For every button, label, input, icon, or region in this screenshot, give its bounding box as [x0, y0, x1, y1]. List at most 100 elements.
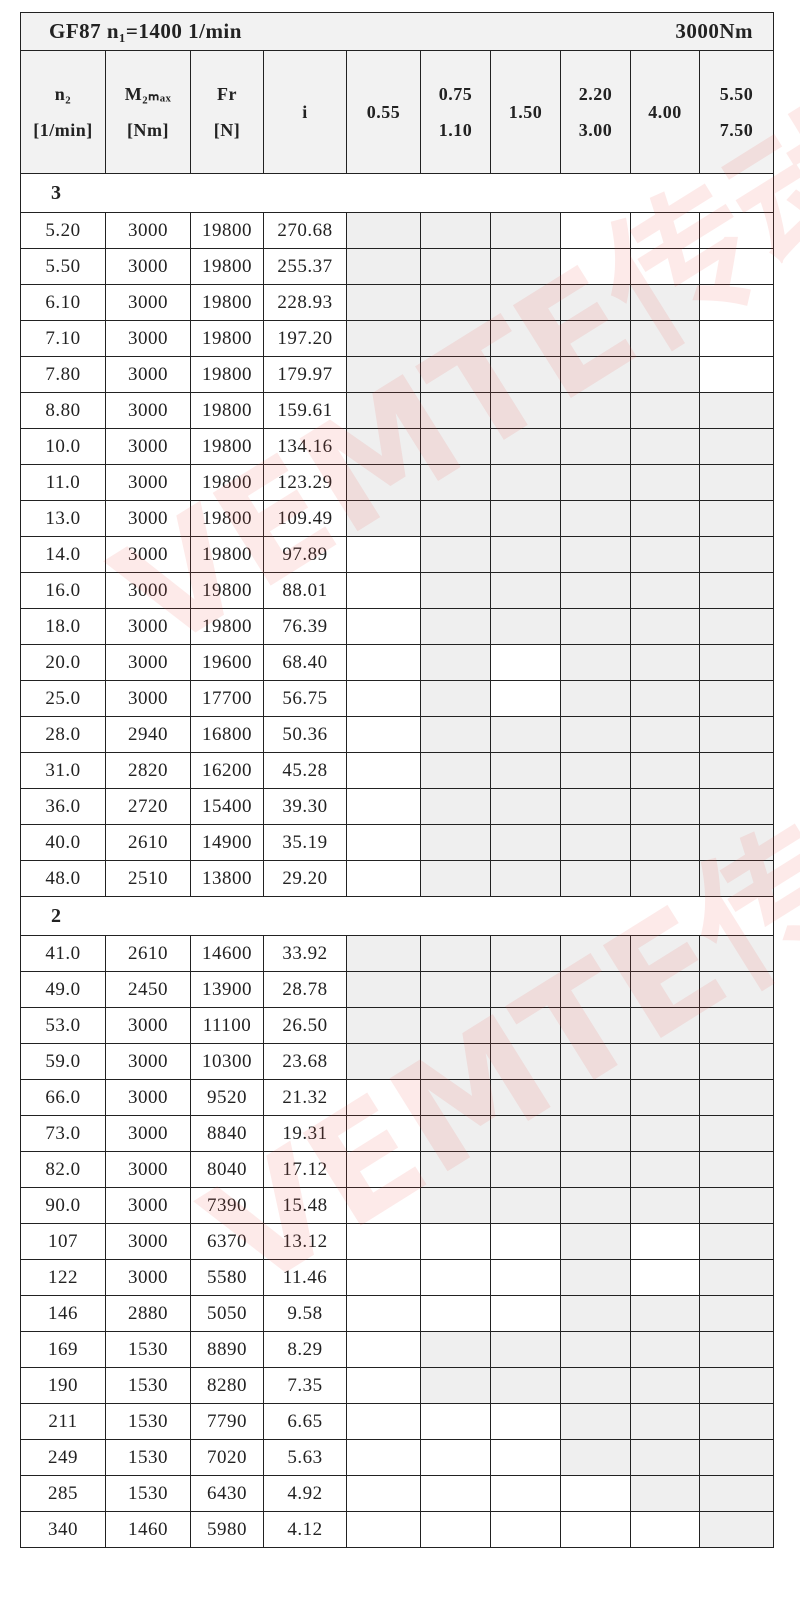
data-row: 73.0 3000 8840 19.31 — [20, 1115, 775, 1152]
power-cell — [346, 1403, 421, 1440]
data-row: 16.0 3000 19800 88.01 — [20, 572, 775, 609]
power-cell — [490, 824, 561, 861]
power-cell — [420, 716, 491, 753]
data-cell: 3000 — [105, 500, 191, 537]
data-row: 11.0 3000 19800 123.29 — [20, 464, 775, 501]
power-cell — [490, 788, 561, 825]
data-cell: 73.0 — [20, 1115, 106, 1152]
header-cell: 1.50 — [490, 50, 561, 174]
power-cell — [630, 1367, 700, 1404]
data-cell: 21.32 — [263, 1079, 347, 1116]
power-cell — [698, 716, 775, 753]
data-cell: 19800 — [190, 428, 264, 465]
power-cell — [560, 212, 631, 249]
data-cell: 249 — [20, 1439, 106, 1476]
data-cell: 9.58 — [263, 1295, 347, 1332]
power-cell — [560, 356, 631, 393]
data-cell: 5.50 — [20, 248, 106, 285]
data-cell: 14.0 — [20, 536, 106, 573]
header-cell: i — [263, 50, 347, 174]
power-cell — [420, 320, 491, 357]
power-cell — [346, 356, 421, 393]
data-cell: 2610 — [105, 935, 191, 972]
data-cell: 3000 — [105, 1259, 191, 1296]
header-cell: n₂ [1/min] — [20, 50, 106, 174]
power-cell — [420, 572, 491, 609]
data-cell: 6.10 — [20, 284, 106, 321]
data-row: 48.0 2510 13800 29.20 — [20, 860, 775, 897]
table-wrap: GF87 n₁=1400 1/min 3000Nm n₂ [1/min] M₂ₘₐₓ [N… — [19, 12, 775, 1548]
power-cell — [698, 1007, 775, 1044]
power-cell — [420, 1079, 491, 1116]
data-cell: 3000 — [105, 1043, 191, 1080]
power-cell — [630, 1115, 700, 1152]
power-cell — [346, 680, 421, 717]
header-text: [N] — [213, 120, 241, 140]
data-cell: 2610 — [105, 824, 191, 861]
power-cell — [490, 716, 561, 753]
data-cell: 20.0 — [20, 644, 106, 681]
data-cell: 19800 — [190, 464, 264, 501]
data-cell: 48.0 — [20, 860, 106, 897]
data-cell: 28.0 — [20, 716, 106, 753]
power-cell — [698, 428, 775, 465]
data-cell: 3000 — [105, 1079, 191, 1116]
power-cell — [560, 1043, 631, 1080]
power-cell — [346, 1475, 421, 1512]
power-cell — [346, 1223, 421, 1260]
power-cell — [698, 1187, 775, 1224]
power-cell — [698, 1079, 775, 1116]
power-cell — [490, 1115, 561, 1152]
data-cell: 8890 — [190, 1331, 264, 1368]
header-cell: 0.75 1.10 — [420, 50, 491, 174]
power-cell — [490, 284, 561, 321]
data-cell: 123.29 — [263, 464, 347, 501]
header-text: 4.00 — [648, 102, 682, 122]
power-cell — [560, 572, 631, 609]
power-cell — [630, 1511, 700, 1548]
data-cell: 8040 — [190, 1151, 264, 1188]
data-row: 285 1530 6430 4.92 — [20, 1475, 775, 1512]
power-cell — [346, 1259, 421, 1296]
power-cell — [630, 752, 700, 789]
data-cell: 97.89 — [263, 536, 347, 573]
power-cell — [420, 935, 491, 972]
header-row: n₂ [1/min] M₂ₘₐₓ [Nm] Fr [N] i 0.55 0.75 1.10 1.50… — [20, 50, 775, 174]
header-text: n₂ — [54, 84, 72, 104]
header-cell: 2.20 3.00 — [560, 50, 631, 174]
data-cell: 2510 — [105, 860, 191, 897]
data-cell: 4.12 — [263, 1511, 347, 1548]
data-row: 90.0 3000 7390 15.48 — [20, 1187, 775, 1224]
power-cell — [698, 1295, 775, 1332]
data-cell: 68.40 — [263, 644, 347, 681]
power-cell — [698, 536, 775, 573]
power-cell — [698, 1151, 775, 1188]
data-cell: 159.61 — [263, 392, 347, 429]
data-row: 6.10 3000 19800 228.93 — [20, 284, 775, 321]
data-cell: 9520 — [190, 1079, 264, 1116]
data-row: 18.0 3000 19800 76.39 — [20, 608, 775, 645]
data-row: 5.20 3000 19800 270.68 — [20, 212, 775, 249]
power-cell — [698, 1043, 775, 1080]
data-cell: 4.92 — [263, 1475, 347, 1512]
power-cell — [490, 1367, 561, 1404]
power-cell — [698, 1403, 775, 1440]
power-cell — [346, 788, 421, 825]
data-cell: 17.12 — [263, 1151, 347, 1188]
data-cell: 16800 — [190, 716, 264, 753]
data-cell: 19800 — [190, 248, 264, 285]
power-cell — [346, 1007, 421, 1044]
data-cell: 17700 — [190, 680, 264, 717]
power-cell — [560, 500, 631, 537]
power-cell — [420, 1295, 491, 1332]
title-row: GF87 n₁=1400 1/min 3000Nm — [19, 12, 775, 51]
power-cell — [630, 536, 700, 573]
data-cell: 146 — [20, 1295, 106, 1332]
header-cell: 5.50 7.50 — [698, 50, 775, 174]
data-cell: 19.31 — [263, 1115, 347, 1152]
data-cell: 11.0 — [20, 464, 106, 501]
power-cell — [420, 464, 491, 501]
power-cell — [490, 1259, 561, 1296]
data-cell: 56.75 — [263, 680, 347, 717]
